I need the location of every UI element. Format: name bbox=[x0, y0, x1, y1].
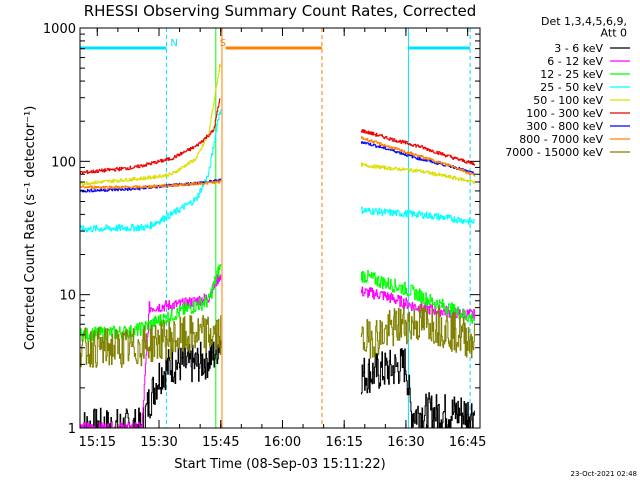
y-tick-label-0: 1 bbox=[68, 422, 76, 437]
series-line-8-part-0 bbox=[80, 315, 222, 368]
series-line-0-part-1 bbox=[360, 348, 475, 429]
x-tick-label-1: 15:30 bbox=[140, 435, 177, 450]
x-tick-label-4: 16:15 bbox=[325, 435, 362, 450]
annotation-0: N bbox=[170, 38, 177, 49]
y-axis-label: Corrected Count Rate (s⁻¹ detector⁻¹) bbox=[23, 106, 38, 351]
x-tick-label-0: 15:15 bbox=[79, 435, 116, 450]
series-line-7-part-1 bbox=[360, 136, 475, 177]
x-axis-label: Start Time (08-Sep-03 15:11:22) bbox=[174, 457, 385, 472]
chart-title: RHESSI Observing Summary Count Rates, Co… bbox=[84, 2, 477, 20]
series-line-5-part-0 bbox=[80, 98, 221, 175]
plot-frame bbox=[79, 27, 481, 429]
legend-label-1: 6 - 12 keV bbox=[547, 55, 603, 68]
x-tick-label-3: 16:00 bbox=[264, 435, 301, 450]
series-line-2-part-0 bbox=[80, 264, 222, 342]
series-line-4-part-1 bbox=[360, 162, 475, 184]
y-tick-label-3: 1000 bbox=[43, 22, 76, 37]
x-tick-label-6: 16:45 bbox=[449, 435, 486, 450]
legend-label-4: 50 - 100 keV bbox=[533, 94, 603, 107]
legend-label-5: 100 - 300 keV bbox=[526, 107, 603, 120]
annotation-1: S bbox=[220, 38, 226, 49]
legend-label-6: 300 - 800 keV bbox=[526, 120, 603, 133]
legend-header-0: Det 1,3,4,5,6,9, bbox=[541, 15, 627, 28]
series-line-3-part-1 bbox=[360, 206, 475, 225]
series-line-8-part-1 bbox=[360, 304, 475, 359]
footer-timestamp: 23-Oct-2021 02:48 bbox=[571, 470, 637, 478]
legend-label-0: 3 - 6 keV bbox=[554, 42, 603, 55]
legend-label-2: 12 - 25 keV bbox=[540, 68, 603, 81]
x-tick-label-5: 16:30 bbox=[387, 435, 424, 450]
legend-label-3: 25 - 50 keV bbox=[540, 81, 603, 94]
legend-header-1: Att 0 bbox=[601, 27, 627, 40]
y-tick-label-2: 100 bbox=[51, 155, 76, 170]
series-line-2-part-1 bbox=[360, 270, 475, 324]
series-line-3-part-0 bbox=[80, 109, 222, 233]
legend-label-7: 800 - 7000 keV bbox=[519, 133, 603, 146]
y-tick-label-1: 10 bbox=[59, 289, 76, 304]
x-tick-label-2: 15:45 bbox=[202, 435, 239, 450]
series-line-7-part-0 bbox=[80, 179, 222, 190]
legend-label-8: 7000 - 15000 keV bbox=[505, 146, 603, 159]
series-line-4-part-0 bbox=[80, 63, 222, 186]
series-line-5-part-1 bbox=[360, 129, 475, 166]
